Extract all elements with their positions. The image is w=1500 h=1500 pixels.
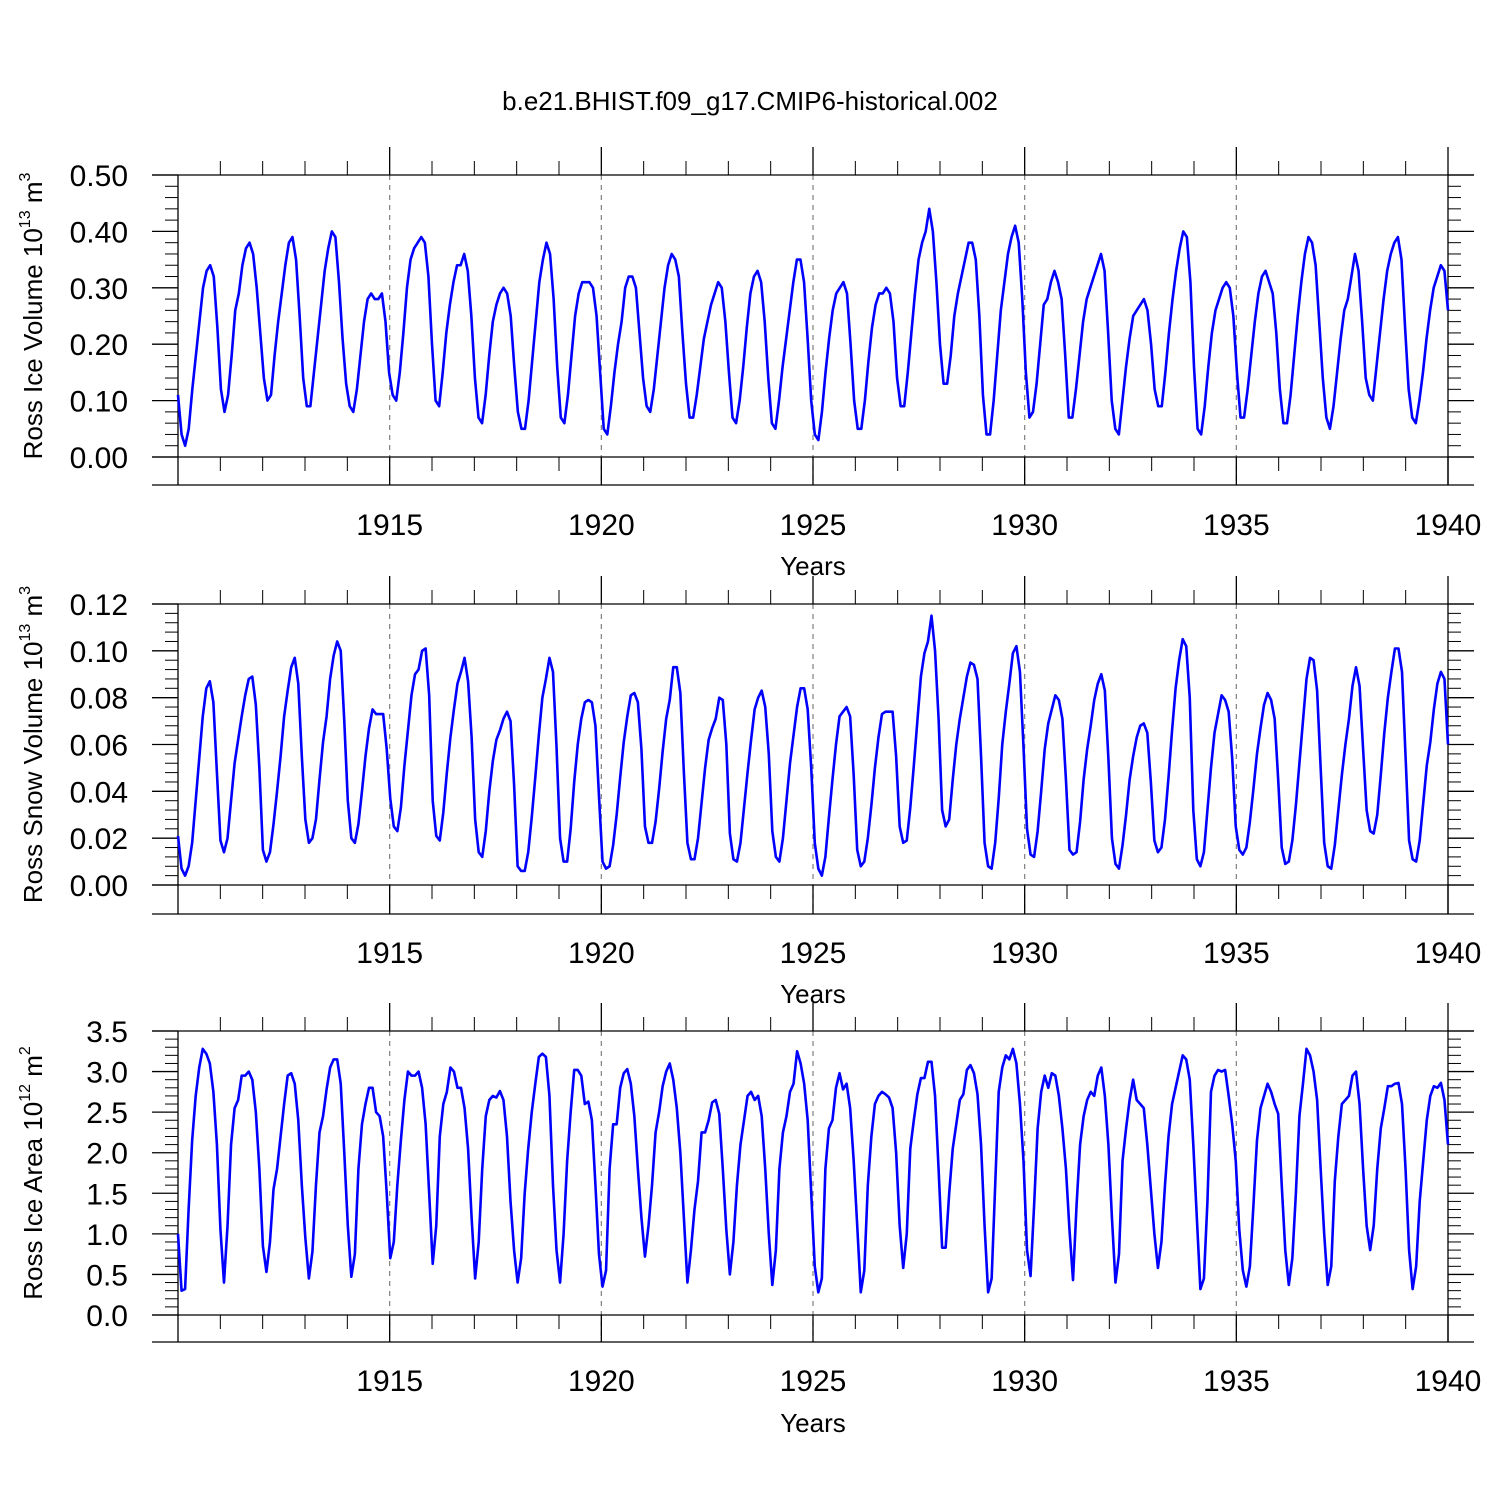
y-tick-label: 3.5 (86, 1016, 128, 1049)
series-line-3 (176, 1047, 1450, 1294)
x-tick-label: 1940 (1415, 937, 1482, 970)
y-tick-label: 0.08 (70, 683, 128, 716)
y-tick-label: 1.0 (86, 1219, 128, 1252)
x-tick-label: 1925 (780, 1365, 847, 1398)
panel-2: 0.00 0.02 0.04 0.06 0.08 0.10 0.12 1915 1920 1925… (17, 576, 1481, 1009)
x-tick-label: 1930 (991, 509, 1058, 542)
y-tick-label: 0.00 (70, 442, 128, 475)
y-axis-title: Ross Snow Volume 1013 m3 (17, 586, 48, 903)
y-tick-label: 0.06 (70, 730, 128, 763)
y-tick-label: 0.04 (70, 776, 128, 809)
x-axis-title: Years (780, 1408, 846, 1438)
panel-3: 0.0 0.5 1.0 1.5 2.0 2.5 3.0 3.5 1915 1920 1925 1930… (17, 1003, 1481, 1438)
x-tick-label: 1940 (1415, 1365, 1482, 1398)
x-tick-label: 1935 (1203, 937, 1270, 970)
y-tick-label: 0.40 (70, 216, 128, 249)
y-tick-label: 0.30 (70, 273, 128, 306)
y-axis-title: Ross Ice Volume 1013 m3 (17, 172, 48, 459)
chart-panels: 0.00 0.10 0.20 0.30 0.40 0.50 1915 1920 1925 1930… (17, 147, 1481, 1438)
x-tick-label: 1940 (1415, 509, 1482, 542)
x-tick-label: 1935 (1203, 509, 1270, 542)
x-tick-label: 1920 (568, 1365, 635, 1398)
y-tick-label: 0.0 (86, 1300, 128, 1333)
y-tick-label: 0.02 (70, 823, 128, 856)
y-tick-label: 0.10 (70, 386, 128, 419)
x-tick-label: 1925 (780, 509, 847, 542)
y-tick-label: 0.5 (86, 1259, 128, 1292)
x-tick-label: 1930 (991, 1365, 1058, 1398)
y-tick-label: 0.12 (70, 589, 128, 622)
x-tick-label: 1925 (780, 937, 847, 970)
x-tick-label: 1920 (568, 509, 635, 542)
y-tick-label: 0.10 (70, 636, 128, 669)
y-axis-title: Ross Ice Area 1012 m2 (17, 1046, 48, 1300)
y-tick-label: 3.0 (86, 1057, 128, 1090)
y-tick-label: 0.20 (70, 329, 128, 362)
y-tick-label: 2.5 (86, 1097, 128, 1130)
x-tick-label: 1920 (568, 937, 635, 970)
page-title: b.e21.BHIST.f09_g17.CMIP6-historical.002 (502, 86, 998, 116)
x-tick-label: 1930 (991, 937, 1058, 970)
x-tick-label: 1915 (356, 937, 423, 970)
y-tick-label: 0.00 (70, 870, 128, 903)
x-tick-label: 1915 (356, 1365, 423, 1398)
y-tick-label: 1.5 (86, 1178, 128, 1211)
series-line-2 (176, 614, 1450, 877)
x-tick-label: 1915 (356, 509, 423, 542)
x-tick-label: 1935 (1203, 1365, 1270, 1398)
panel-1: 0.00 0.10 0.20 0.30 0.40 0.50 1915 1920 1925 1930… (17, 147, 1481, 581)
y-tick-label: 0.50 (70, 160, 128, 193)
series-line-1 (176, 207, 1450, 448)
y-tick-label: 2.0 (86, 1138, 128, 1171)
